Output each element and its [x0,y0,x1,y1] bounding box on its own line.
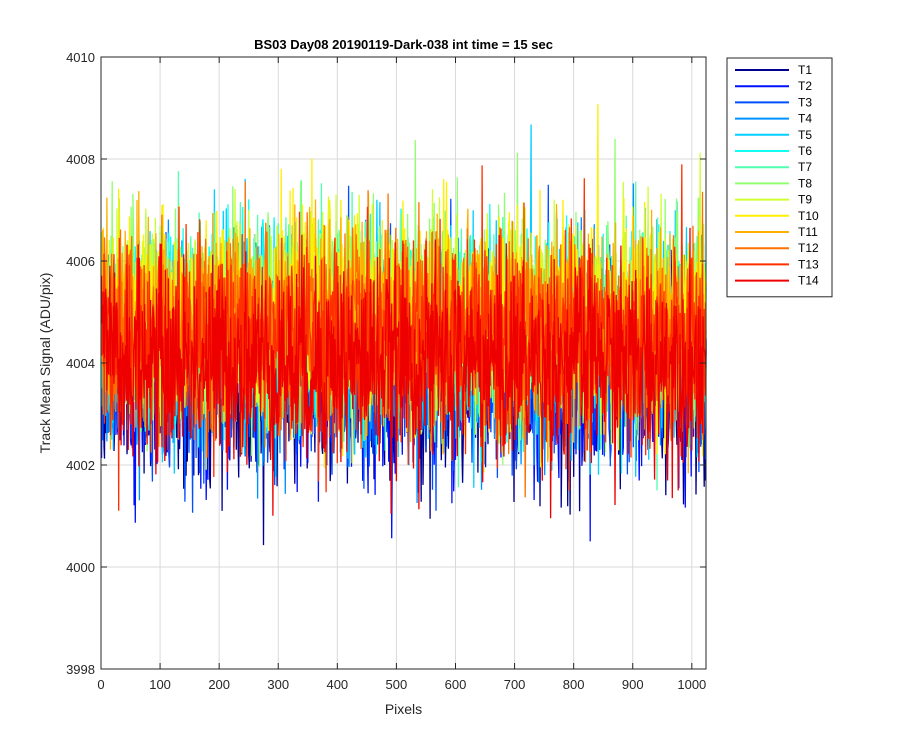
legend-label: T12 [798,241,819,255]
legend: T1 T2 T3 T4 T5 T6 T7 T8 T9 T10 T11 T12 T13 T14 [726,57,833,298]
y-axis-label: Track Mean Signal (ADU/pix) [37,273,53,454]
chart-title: BS03 Day08 20190119-Dark-038 int time = … [254,37,553,52]
legend-label: T14 [798,274,819,288]
y-tick-label: 4010 [66,50,95,65]
legend-label: T11 [798,225,818,239]
y-tick-label: 4006 [66,254,95,269]
x-tick-label: 100 [149,677,171,692]
legend-label: T6 [798,144,812,158]
y-ticks: 3998 4000 4002 4004 4006 4008 4010 [66,50,706,677]
x-tick-label: 500 [386,677,408,692]
x-tick-label: 1000 [677,677,706,692]
x-ticks: 0 100 200 300 400 500 600 700 800 900 1000 [97,57,706,692]
x-tick-label: 400 [326,677,348,692]
legend-label: T5 [798,128,812,142]
legend-label: T10 [798,209,819,223]
x-tick-label: 900 [622,677,644,692]
x-axis-label: Pixels [385,701,422,717]
legend-label: T13 [798,257,819,271]
legend-label: T8 [798,176,812,190]
plot-lines [100,104,707,546]
x-tick-label: 300 [267,677,289,692]
legend-label: T4 [798,112,812,126]
y-tick-label: 4002 [66,458,95,473]
legend-label: T3 [798,95,812,109]
y-tick-label: 3998 [66,662,95,677]
x-tick-label: 0 [97,677,104,692]
series-line-t14 [100,227,707,519]
x-tick-label: 600 [445,677,467,692]
x-tick-label: 800 [563,677,585,692]
y-tick-label: 4000 [66,560,95,575]
legend-label: T2 [798,79,812,93]
legend-box [726,57,833,298]
y-tick-label: 4004 [66,356,95,371]
legend-label: T7 [798,160,812,174]
legend-label: T9 [798,193,812,207]
y-tick-label: 4008 [66,152,95,167]
x-tick-label: 700 [504,677,526,692]
x-tick-label: 200 [208,677,230,692]
legend-label: T1 [798,63,812,77]
